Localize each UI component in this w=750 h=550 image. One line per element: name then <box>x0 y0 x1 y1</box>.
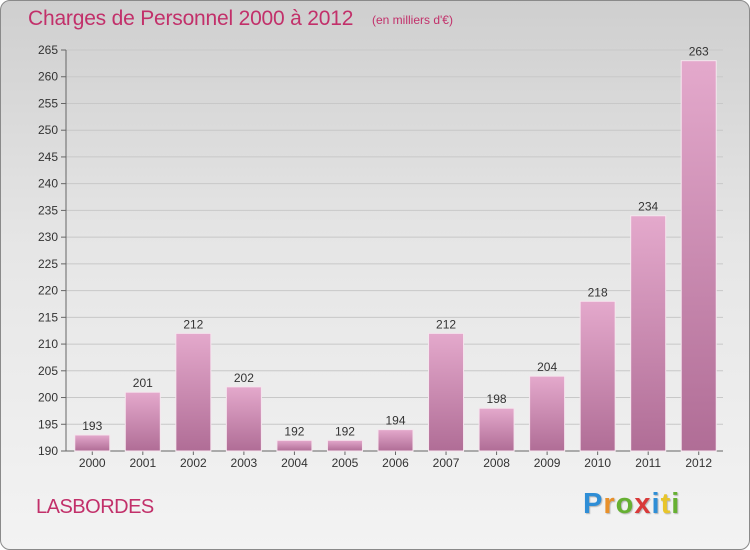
bar <box>377 429 414 452</box>
bar <box>225 386 262 452</box>
bar-value-label: 204 <box>537 360 557 374</box>
bar <box>276 439 313 452</box>
bar-value-label: 201 <box>133 376 153 390</box>
bar-value-label: 263 <box>689 45 709 59</box>
bar-value-label: 202 <box>234 371 254 385</box>
bar <box>630 215 667 452</box>
bar <box>529 375 566 452</box>
bar-value-label: 192 <box>335 424 355 438</box>
y-tick-label: 265 <box>38 43 58 57</box>
y-tick-label: 200 <box>38 391 58 405</box>
logo-letter: i <box>671 488 681 520</box>
bar <box>428 332 465 452</box>
y-tick-label: 245 <box>38 150 58 164</box>
x-tick-label: 2012 <box>685 456 712 470</box>
x-tick-label: 2003 <box>231 456 258 470</box>
x-tick-label: 2000 <box>79 456 106 470</box>
y-tick-label: 205 <box>38 364 58 378</box>
logo-letter: r <box>603 488 616 520</box>
y-tick-label: 210 <box>38 337 58 351</box>
y-tick-label: 260 <box>38 70 58 84</box>
logo-letter: x <box>634 488 652 520</box>
bar-value-label: 192 <box>284 424 304 438</box>
bar-value-label: 234 <box>638 200 658 214</box>
y-tick-label: 215 <box>38 310 58 324</box>
bar <box>326 439 363 452</box>
x-tick-label: 2008 <box>483 456 510 470</box>
x-tick-label: 2007 <box>433 456 460 470</box>
commune-name: LASBORDES <box>36 496 154 518</box>
x-tick-label: 2011 <box>635 456 661 470</box>
axis-layer: 190 195 200 205 210 215 220 225 230 235 240 245 250 2… <box>38 43 723 470</box>
x-tick-label: 2005 <box>332 456 359 470</box>
y-tick-label: 195 <box>38 417 58 431</box>
bar-value-label: 212 <box>183 317 203 331</box>
logo-letter: o <box>615 488 635 520</box>
bar-value-label: 198 <box>487 392 507 406</box>
bar <box>579 300 616 452</box>
y-tick-label: 220 <box>38 284 58 298</box>
y-tick-label: 190 <box>38 444 58 458</box>
bar <box>478 407 515 452</box>
bar-layer: 193 201 212 202 192 192 194 212 198 204 218 234 263 <box>74 45 717 452</box>
y-tick-label: 240 <box>38 177 58 191</box>
chart-subtitle: (en milliers d'€) <box>372 13 453 27</box>
y-tick-label: 230 <box>38 230 58 244</box>
bar <box>175 332 212 452</box>
proxiti-logo: Proxiti <box>583 488 680 521</box>
x-tick-label: 2006 <box>382 456 409 470</box>
x-tick-label: 2009 <box>534 456 561 470</box>
x-tick-label: 2002 <box>180 456 207 470</box>
x-tick-label: 2010 <box>584 456 611 470</box>
grid-layer <box>66 49 723 452</box>
y-tick-label: 235 <box>38 203 58 217</box>
bar-value-label: 212 <box>436 317 456 331</box>
x-tick-label: 2001 <box>129 456 156 470</box>
bar <box>680 60 717 452</box>
bar <box>74 434 111 452</box>
y-tick-label: 250 <box>38 123 58 137</box>
y-tick-label: 255 <box>38 96 58 110</box>
logo-letter: P <box>583 488 604 520</box>
bar <box>124 391 161 452</box>
y-tick-label: 225 <box>38 257 58 271</box>
chart-title: Charges de Personnel 2000 à 2012 <box>28 7 354 30</box>
logo-letter: t <box>660 488 672 520</box>
x-tick-label: 2004 <box>281 456 308 470</box>
bar-value-label: 194 <box>385 414 405 428</box>
logo-letter: i <box>651 488 661 520</box>
bar-value-label: 218 <box>588 285 608 299</box>
bar-value-label: 193 <box>82 419 102 433</box>
